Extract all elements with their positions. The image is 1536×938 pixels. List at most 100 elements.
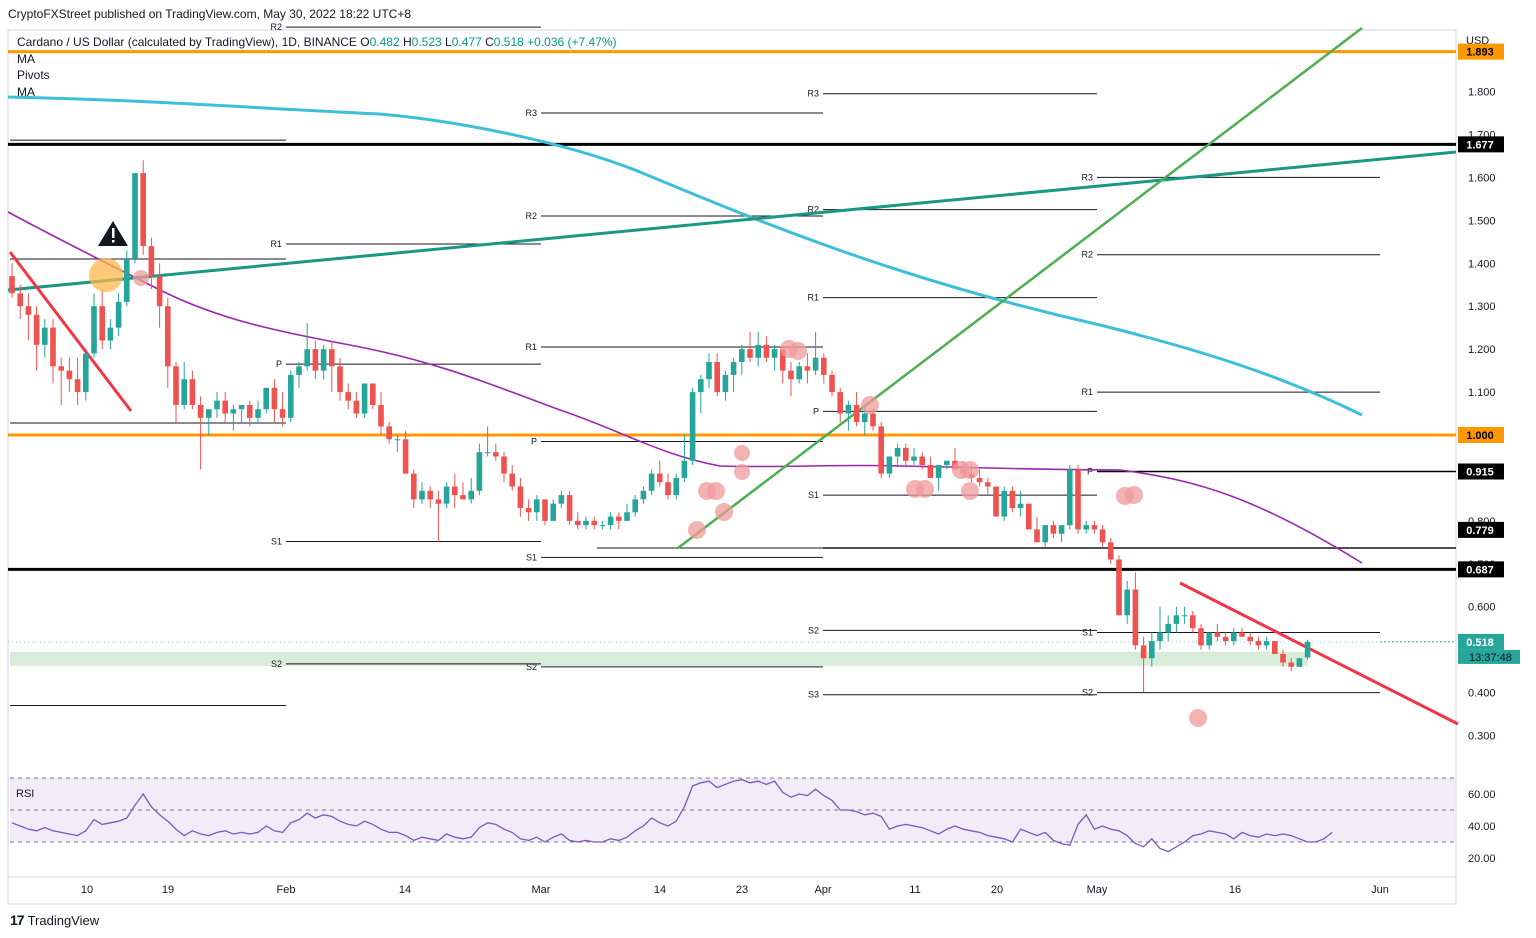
candle-body (706, 362, 712, 380)
candle-body (534, 499, 540, 513)
price-axis-tick: 1.800 (1468, 87, 1496, 99)
candle-body (525, 507, 532, 513)
close-label: C (485, 35, 494, 49)
rsi-axis-tick: 40.00 (1468, 821, 1496, 833)
candle-body (247, 404, 253, 418)
candle-body (1222, 636, 1229, 642)
candle-body (616, 516, 622, 521)
annotation-circle (1125, 486, 1143, 504)
candle-body (312, 349, 319, 371)
annotation-circle (916, 480, 934, 498)
indicator-ma-short[interactable]: MA (17, 84, 35, 99)
candle-body (304, 349, 310, 367)
candle-body (632, 499, 638, 513)
tradingview-logo[interactable]: 17 TradingView (10, 912, 99, 928)
pivot-label: R3 (1081, 172, 1093, 182)
candle-body (837, 392, 843, 414)
candle-body (591, 520, 597, 526)
candle-body (1263, 641, 1270, 646)
annotation-circle (734, 445, 750, 461)
candle-body (911, 456, 917, 461)
candle-body (148, 246, 155, 277)
candle-body (1140, 645, 1147, 659)
red-downtrend-line-may (1179, 581, 1459, 726)
candle-body (845, 404, 852, 414)
candle-body (1034, 529, 1040, 543)
candle-body (583, 520, 589, 526)
candle-body (804, 366, 811, 371)
candle-body (575, 520, 581, 526)
candle-body (468, 490, 474, 500)
open-value: 0.482 (369, 35, 400, 49)
candle-body (33, 314, 40, 345)
candle-body (747, 349, 753, 358)
pivot-label: S1 (1082, 627, 1093, 637)
candle-body (263, 387, 269, 410)
pivot-label: R2 (1081, 250, 1093, 260)
candle-body (944, 460, 950, 466)
symbol-title[interactable]: Cardano / US Dollar (calculated by Tradi… (17, 35, 357, 49)
annotation-circle (734, 464, 750, 480)
publisher-header: CryptoFXStreet published on TradingView.… (8, 7, 412, 21)
candle-body (1272, 641, 1278, 654)
candle-body (1001, 490, 1007, 517)
candle-body (279, 409, 286, 418)
green-uptrend-line (677, 27, 1363, 549)
candle-body (919, 456, 925, 466)
indicator-ma-long[interactable]: MA (17, 51, 35, 66)
candle-body (402, 439, 409, 474)
candle-body (566, 495, 573, 521)
candle-body (1026, 503, 1032, 530)
candle-body (271, 387, 278, 410)
price-tag: 0.518 (1466, 637, 1494, 649)
candle-body (140, 173, 146, 247)
pivot-label: S1 (271, 536, 282, 546)
candle-body (862, 413, 868, 423)
candle-body (771, 349, 778, 358)
candle-body (1304, 641, 1311, 658)
time-axis-tick: May (1087, 884, 1108, 896)
candle-body (1124, 589, 1130, 616)
annotation-circle (961, 461, 979, 479)
time-axis-tick: 10 (81, 884, 93, 896)
candle-body (66, 370, 73, 380)
candle-body (853, 404, 860, 423)
time-axis-tick: 23 (736, 884, 748, 896)
price-tag-bg (1458, 561, 1504, 578)
annotation-circle (688, 521, 706, 539)
pivot-label: R2 (270, 22, 282, 32)
candle-body (443, 486, 450, 504)
candle-body (1206, 632, 1212, 646)
candle-body (894, 447, 901, 457)
candle-body (1190, 615, 1196, 629)
candle-body (58, 366, 64, 371)
candle-body (107, 327, 114, 341)
ma-long-line (7, 95, 1363, 417)
annotation-circle (1189, 709, 1207, 727)
candle-body (83, 353, 89, 393)
candle-body (288, 374, 294, 418)
pivot-label: R2 (807, 205, 819, 215)
candle-body (476, 452, 483, 491)
candle-body (419, 490, 425, 500)
symbol-row: Cardano / US Dollar (calculated by Tradi… (17, 34, 617, 51)
candle-body (599, 525, 606, 527)
candle-body (1157, 632, 1163, 642)
low-label: L (445, 35, 452, 49)
indicator-pivots[interactable]: Pivots (17, 68, 50, 82)
candle-body (435, 499, 442, 504)
pivot-label: P (531, 436, 537, 446)
candle-body (197, 404, 204, 418)
high-value: 0.523 (411, 35, 442, 49)
candle-body (517, 486, 524, 508)
candle-body (337, 366, 343, 393)
candle-body (1058, 525, 1065, 534)
price-tag: 1.000 (1466, 430, 1494, 442)
price-axis-tick: 0.300 (1468, 731, 1496, 743)
candle-body (509, 473, 515, 487)
price-axis-tick: 0.600 (1468, 602, 1496, 614)
price-axis-tick: 1.100 (1468, 387, 1496, 399)
annotation-circle (861, 396, 879, 414)
red-downtrend-line-jan (8, 251, 133, 412)
